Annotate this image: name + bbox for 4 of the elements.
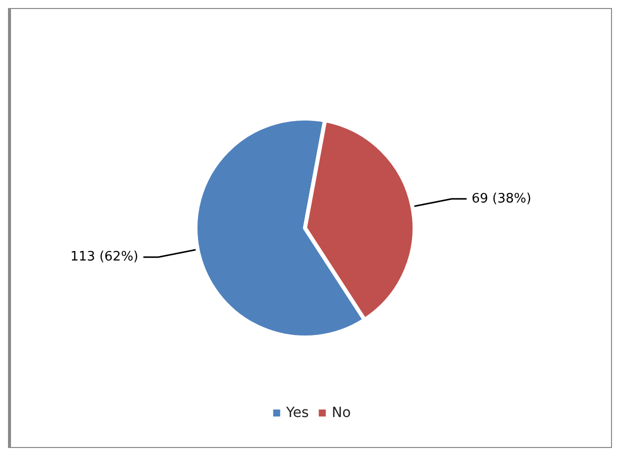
data-label: 69 (38%)	[472, 191, 532, 206]
data-label: 113 (62%)	[70, 250, 138, 265]
legend-label: No	[332, 405, 351, 421]
legend-label: Yes	[285, 405, 309, 421]
